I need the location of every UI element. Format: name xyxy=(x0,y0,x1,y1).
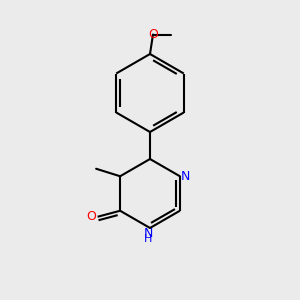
Text: H: H xyxy=(144,234,153,244)
Text: N: N xyxy=(181,170,190,183)
Text: O: O xyxy=(148,28,158,41)
Text: O: O xyxy=(86,210,96,223)
Text: N: N xyxy=(144,227,153,240)
